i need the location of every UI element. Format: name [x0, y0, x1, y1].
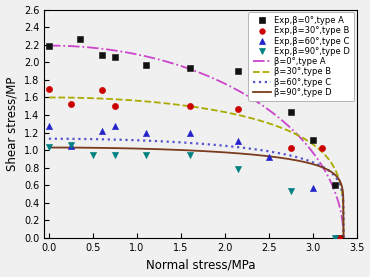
- Point: [143, 152, 149, 157]
- Point: [46, 86, 52, 91]
- Legend: Exp,β=0°,type A, Exp,β=30°,type B, Exp,β=60°,type C, Exp,β=90°,type D, β=0°,type: Exp,β=0°,type A, Exp,β=30°,type B, Exp,β…: [248, 12, 354, 101]
- Point: [186, 104, 192, 108]
- Point: [288, 110, 294, 115]
- Point: [235, 139, 241, 143]
- Point: [336, 236, 342, 240]
- Point: [99, 53, 105, 57]
- Point: [143, 63, 149, 67]
- Point: [46, 43, 52, 48]
- Point: [266, 73, 272, 78]
- X-axis label: Normal stress/MPa: Normal stress/MPa: [146, 258, 255, 271]
- Point: [68, 143, 74, 148]
- Point: [332, 236, 338, 240]
- Point: [112, 104, 118, 108]
- Point: [235, 167, 241, 172]
- Point: [266, 155, 272, 159]
- Point: [336, 236, 342, 240]
- Point: [68, 102, 74, 107]
- Point: [99, 88, 105, 93]
- Point: [332, 183, 338, 188]
- Point: [112, 55, 118, 59]
- Point: [112, 152, 118, 157]
- Point: [235, 69, 241, 73]
- Point: [112, 123, 118, 128]
- Point: [235, 107, 241, 111]
- Point: [77, 37, 83, 42]
- Point: [288, 189, 294, 194]
- Point: [186, 130, 192, 135]
- Y-axis label: Shear stress/MP: Shear stress/MP: [6, 77, 18, 171]
- Point: [332, 236, 338, 240]
- Point: [68, 143, 74, 147]
- Point: [90, 152, 96, 157]
- Point: [186, 152, 192, 157]
- Point: [46, 144, 52, 149]
- Point: [143, 130, 149, 135]
- Point: [46, 123, 52, 128]
- Point: [319, 146, 324, 151]
- Point: [310, 186, 316, 190]
- Point: [288, 146, 294, 151]
- Point: [99, 129, 105, 133]
- Point: [186, 66, 192, 71]
- Point: [310, 137, 316, 142]
